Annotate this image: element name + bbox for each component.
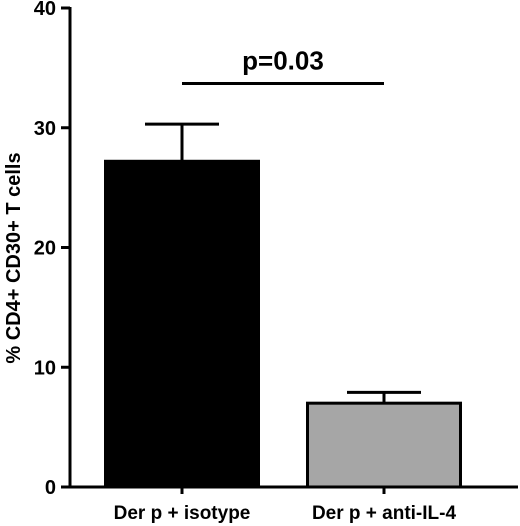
y-tick-label-40: 40 <box>34 0 56 20</box>
y-tick-label-0: 0 <box>45 477 56 499</box>
bar-1 <box>104 159 260 489</box>
error-bar-2 <box>347 390 421 404</box>
y-tick-label-20: 20 <box>34 238 56 260</box>
axes-layer: 0 10 20 30 40 Der p + isotype Der p + anti-IL-… <box>34 0 518 524</box>
significance-label: p=0.03 <box>242 45 324 75</box>
x-tick-label-1: Der p + isotype <box>114 503 251 524</box>
error-bars-layer <box>145 122 421 404</box>
y-tick-label-30: 30 <box>34 118 56 140</box>
bars-layer <box>104 159 462 489</box>
y-tick-label-10: 10 <box>34 357 56 379</box>
bar-2 <box>306 401 462 489</box>
y-axis-label: % CD4+ CD30+ T cells <box>3 152 25 363</box>
annotation-layer: p=0.03 <box>182 45 384 85</box>
error-bar-1 <box>145 122 219 162</box>
x-tick-label-2: Der p + anti-IL-4 <box>312 503 457 524</box>
